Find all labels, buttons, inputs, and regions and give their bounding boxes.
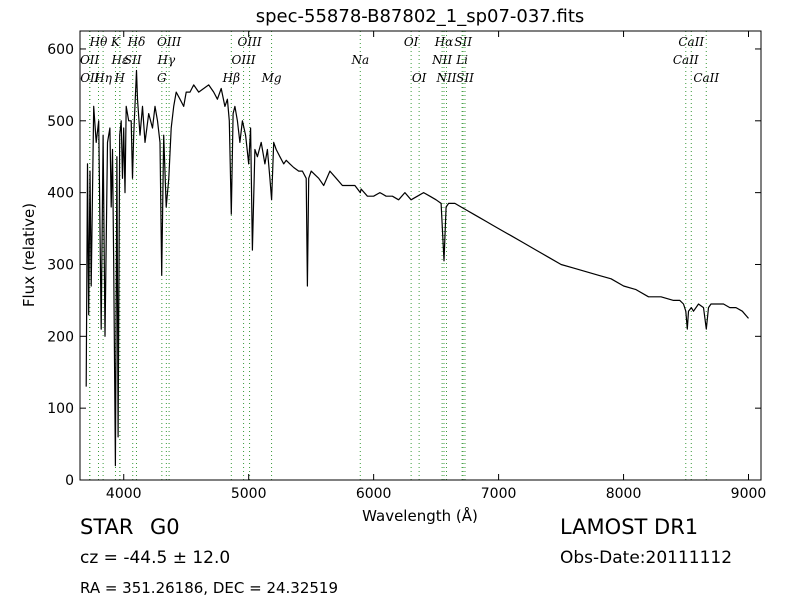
x-axis-label: Wavelength (Å) bbox=[362, 506, 478, 525]
series-layer bbox=[85, 69, 749, 467]
redshift-readout: cz = -44.5 ± 12.0 bbox=[80, 548, 231, 568]
line-marker-label: CaII bbox=[673, 53, 699, 67]
line-marker-label: Li bbox=[455, 53, 468, 67]
chart-title: spec-55878-B87802_1_sp07-037.fits bbox=[256, 6, 585, 27]
line-marker-label: Hθ bbox=[89, 35, 108, 49]
x-tick-label: 8000 bbox=[606, 486, 642, 502]
line-marker-label: Mg bbox=[261, 71, 282, 85]
object-class: STAR bbox=[80, 515, 134, 539]
line-marker-label: SII bbox=[454, 35, 472, 49]
line-marker-label: G bbox=[157, 71, 167, 85]
line-marker-label: NII bbox=[435, 71, 456, 85]
x-tick-label: 4000 bbox=[106, 486, 142, 502]
line-marker-label: Na bbox=[350, 53, 369, 67]
y-tick-label: 600 bbox=[47, 42, 74, 58]
y-axis-label: Flux (relative) bbox=[20, 203, 38, 307]
line-marker-label: Hδ bbox=[127, 35, 146, 49]
sky-coordinates: RA = 351.26186, DEC = 24.32519 bbox=[80, 579, 339, 597]
line-marker-label: K bbox=[110, 35, 121, 49]
line-marker-label: H bbox=[114, 71, 126, 85]
line-marker-label: Hγ bbox=[157, 53, 176, 67]
line-marker-label: SII bbox=[124, 53, 142, 67]
line-marker-label: OI bbox=[404, 35, 419, 49]
y-tick-label: 0 bbox=[65, 473, 74, 489]
line-marker-label: Hβ bbox=[222, 71, 240, 85]
y-tick-label: 200 bbox=[47, 329, 74, 345]
line-marker-label: Hα bbox=[434, 35, 454, 49]
line-marker-label: SII bbox=[456, 71, 474, 85]
y-tick-label: 100 bbox=[47, 401, 74, 417]
line-marker-label: Hη bbox=[93, 71, 112, 85]
plot-area-frame bbox=[79, 30, 762, 481]
line-marker-label: NII bbox=[431, 53, 452, 67]
line-marker-label: OII bbox=[80, 71, 100, 85]
x-tick-label: 9000 bbox=[731, 486, 767, 502]
observation-date: Obs-Date:20111112 bbox=[560, 548, 733, 568]
line-marker-label: OIII bbox=[238, 35, 262, 49]
y-tick-label: 400 bbox=[47, 186, 74, 202]
y-tick-label: 300 bbox=[47, 257, 74, 273]
object-subclass: G0 bbox=[150, 515, 180, 539]
line-marker-label: OIII bbox=[157, 35, 181, 49]
spectrum-line bbox=[85, 69, 749, 467]
x-tick-label: 7000 bbox=[481, 486, 517, 502]
axis-ticks: 4000 5000 6000 7000 8000 9000 0 100 200 300 400 500… bbox=[47, 31, 766, 502]
line-marker-label: OIII bbox=[232, 53, 256, 67]
line-marker-label: OI bbox=[412, 71, 427, 85]
y-tick-label: 500 bbox=[47, 114, 74, 130]
x-tick-label: 5000 bbox=[231, 486, 267, 502]
x-tick-label: 6000 bbox=[356, 486, 392, 502]
line-marker-label: CaII bbox=[678, 35, 704, 49]
line-marker-label: CaII bbox=[693, 71, 719, 85]
survey-name: LAMOST DR1 bbox=[560, 515, 699, 539]
